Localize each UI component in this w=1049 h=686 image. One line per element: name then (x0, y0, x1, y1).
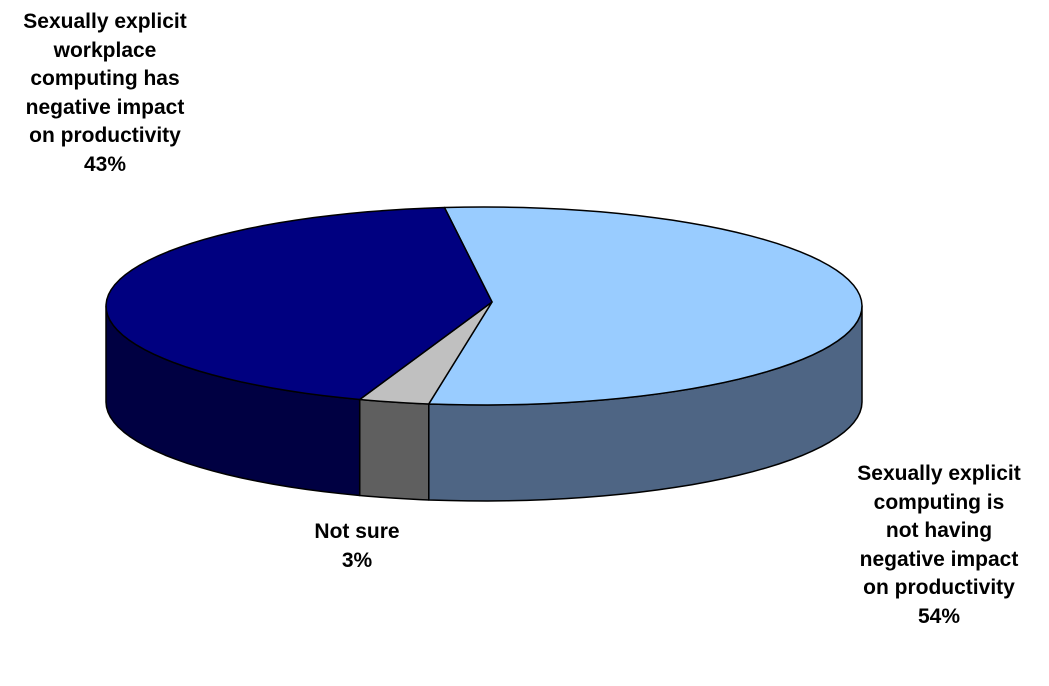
label-no-negative-impact-line-2: computing is (873, 490, 1005, 514)
slice-no-negative-impact-top (428, 206, 863, 406)
pie-side-walls (105, 305, 863, 502)
label-no-negative-impact: Sexually explicit computing is not havin… (834, 460, 1044, 631)
label-negative-impact-line-5: on productivity (29, 124, 181, 147)
label-no-negative-impact-line-1: Sexually explicit (857, 462, 1021, 485)
label-not-sure: Not sure 3% (292, 518, 422, 575)
label-no-negative-impact-value: 54% (917, 604, 961, 628)
label-negative-impact-value: 43% (83, 152, 127, 176)
slice-not-sure-top (358, 301, 493, 405)
label-negative-impact-line-3: computing has (30, 67, 180, 90)
label-negative-impact-line-1: Sexually explicit (23, 10, 187, 33)
label-no-negative-impact-line-5: on productivity (863, 576, 1015, 599)
label-negative-impact-line-4: negative impact (25, 95, 185, 119)
label-no-negative-impact-line-4: negative impact (859, 547, 1019, 571)
label-not-sure-value: 3% (341, 548, 373, 572)
label-not-sure-line-1: Not sure (314, 520, 400, 543)
label-negative-impact-line-2: workplace (53, 38, 157, 62)
slice-not-sure-side (358, 398, 430, 501)
label-negative-impact: Sexually explicit workplace computing ha… (0, 8, 210, 179)
slice-negative-impact-top (105, 206, 493, 401)
pie-top-faces (105, 206, 863, 406)
label-no-negative-impact-line-3: not having (885, 519, 993, 542)
